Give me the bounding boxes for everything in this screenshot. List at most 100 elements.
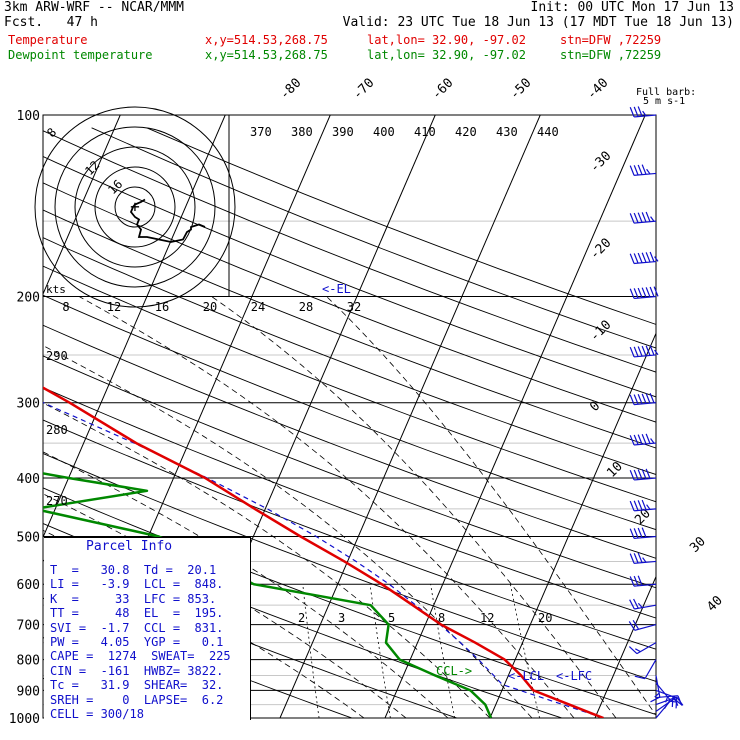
wind-barb-flag [645, 211, 651, 222]
wind-barb-flag [645, 252, 651, 263]
wind-barb-flag [654, 349, 659, 356]
wind-barb-flag [641, 212, 647, 223]
hodograph-speed-label: 28 [299, 300, 313, 314]
isotherm-label: -30 [587, 149, 614, 176]
wind-barb-flag [675, 697, 678, 709]
dewpoint-legend: Dewpoint temperature [8, 48, 153, 62]
wind-barb-flag [629, 500, 635, 512]
wind-barb-flag [633, 253, 639, 264]
dry-adiabat [43, 182, 656, 423]
isotherm-label: 40 [704, 593, 726, 615]
parcel-path [43, 401, 604, 718]
dry-adiabat [43, 237, 656, 476]
pressure-label: 300 [17, 397, 40, 412]
hodograph-speed-label: 8 [62, 300, 69, 314]
isotherm-line [700, 115, 740, 718]
wind-barb-flag [654, 256, 659, 262]
isotherm-line [43, 115, 121, 296]
wind-barb-flag [637, 394, 643, 405]
wind-barb-flag [635, 648, 641, 653]
dry-adiabat [43, 324, 656, 559]
pressure-label: 800 [17, 654, 40, 669]
wind-barb [629, 598, 657, 610]
pressure-label: 700 [17, 619, 40, 634]
moist-adiabat [326, 296, 656, 716]
mixing-ratio-line [510, 584, 540, 718]
wind-barb-flag [641, 527, 647, 538]
pressure-label: 600 [17, 578, 40, 593]
level-marker: <-EL [322, 282, 351, 296]
hodograph-ring-label: 12 [82, 158, 102, 178]
wind-barb-flag [677, 695, 683, 706]
wind-barb-flag [637, 602, 643, 609]
wind-barb [629, 527, 657, 539]
hodograph-speed-label: 12 [107, 300, 121, 314]
dewpoint-stn: stn=DFW ,72259 [560, 48, 662, 62]
theta-label: 410 [414, 125, 436, 139]
dry-adiabat [43, 155, 656, 398]
wind-barb-flag [646, 504, 651, 510]
wind-barb-flag [650, 216, 655, 222]
wind-barb-flag [642, 557, 647, 563]
pressure-label: 400 [17, 472, 40, 487]
barb-legend-units: 5 m s-1 [643, 96, 685, 107]
wind-barb-flag [663, 699, 671, 709]
isotherm-label: 30 [687, 534, 709, 556]
hodograph-ring [54, 126, 216, 288]
parcel-info-row: TT = 48 EL = 195. [50, 606, 224, 621]
hodograph-ring [114, 186, 156, 228]
forecast-hour: Fcst. 47 h [4, 15, 98, 30]
wind-barb-flag [632, 620, 640, 630]
wind-barb-flag [641, 499, 647, 510]
parcel-info-row: CELL = 300/18 [50, 707, 144, 722]
dry-adiabat [43, 294, 656, 531]
theta-label: 380 [291, 125, 313, 139]
wind-barb-flag [641, 393, 647, 404]
wind-barb [629, 392, 657, 406]
wind-barb-flag [650, 438, 655, 444]
pressure-label: 900 [17, 684, 40, 699]
theta-label: 420 [455, 125, 477, 139]
init-time: Init: 00 UTC Mon 17 Jun 13 [530, 0, 735, 15]
wind-barb-flag [645, 433, 651, 444]
mixing-ratio-label: 2 [298, 611, 305, 625]
temperature-stn: stn=DFW ,72259 [560, 33, 662, 47]
theta-label: 370 [250, 125, 272, 139]
temperature-latlon: lat,lon= 32.90, -97.02 [367, 33, 526, 47]
wind-barb-flag [629, 288, 635, 299]
wind-barb-flag [646, 168, 651, 175]
hodograph-ring-label: 16 [105, 177, 125, 197]
wind-barb-flag [641, 345, 647, 357]
wind-barb-flag [629, 553, 635, 564]
wind-barb-flag [645, 393, 651, 404]
isotherm-line [279, 115, 541, 718]
moist-adiabat [43, 345, 533, 718]
wind-barb-flag [637, 252, 643, 263]
dewpoint-xy: x,y=514.53,268.75 [205, 48, 328, 62]
mixing-ratio-label: 8 [438, 611, 445, 625]
wind-barb [629, 211, 657, 224]
mixing-ratio-label: 20 [538, 611, 552, 625]
isotherm-label: -50 [507, 76, 534, 103]
wind-barb-flag [629, 253, 635, 264]
barb-legend-title: Full barb: [636, 87, 696, 98]
hodograph-speed-label: 20 [203, 300, 217, 314]
wind-barb-flag [633, 394, 639, 405]
wind-barb-flag [629, 470, 635, 481]
wind-barb-flag [641, 287, 647, 298]
wind-barb-flag [633, 212, 639, 223]
wind-barb-flag [633, 346, 639, 357]
wind-barb-flag [637, 164, 643, 175]
parcel-info-title: Parcel Info [86, 539, 173, 554]
parcel-info-row: Tc = 31.9 SHEAR= 32. [50, 678, 224, 693]
dry-adiabat [43, 387, 656, 619]
wind-barb [629, 552, 657, 564]
wind-barb-flag [633, 500, 639, 511]
wind-barb [655, 695, 683, 706]
mixing-ratio-label: 3 [338, 611, 345, 625]
wind-barb-flag [671, 696, 674, 708]
hodograph-speed-label: 16 [155, 300, 169, 314]
hodograph-ring-label: 8 [44, 125, 59, 140]
wind-barb-flag [642, 110, 647, 117]
valid-time: Valid: 23 UTC Tue 18 Jun 13 (17 MDT Tue … [342, 15, 734, 30]
